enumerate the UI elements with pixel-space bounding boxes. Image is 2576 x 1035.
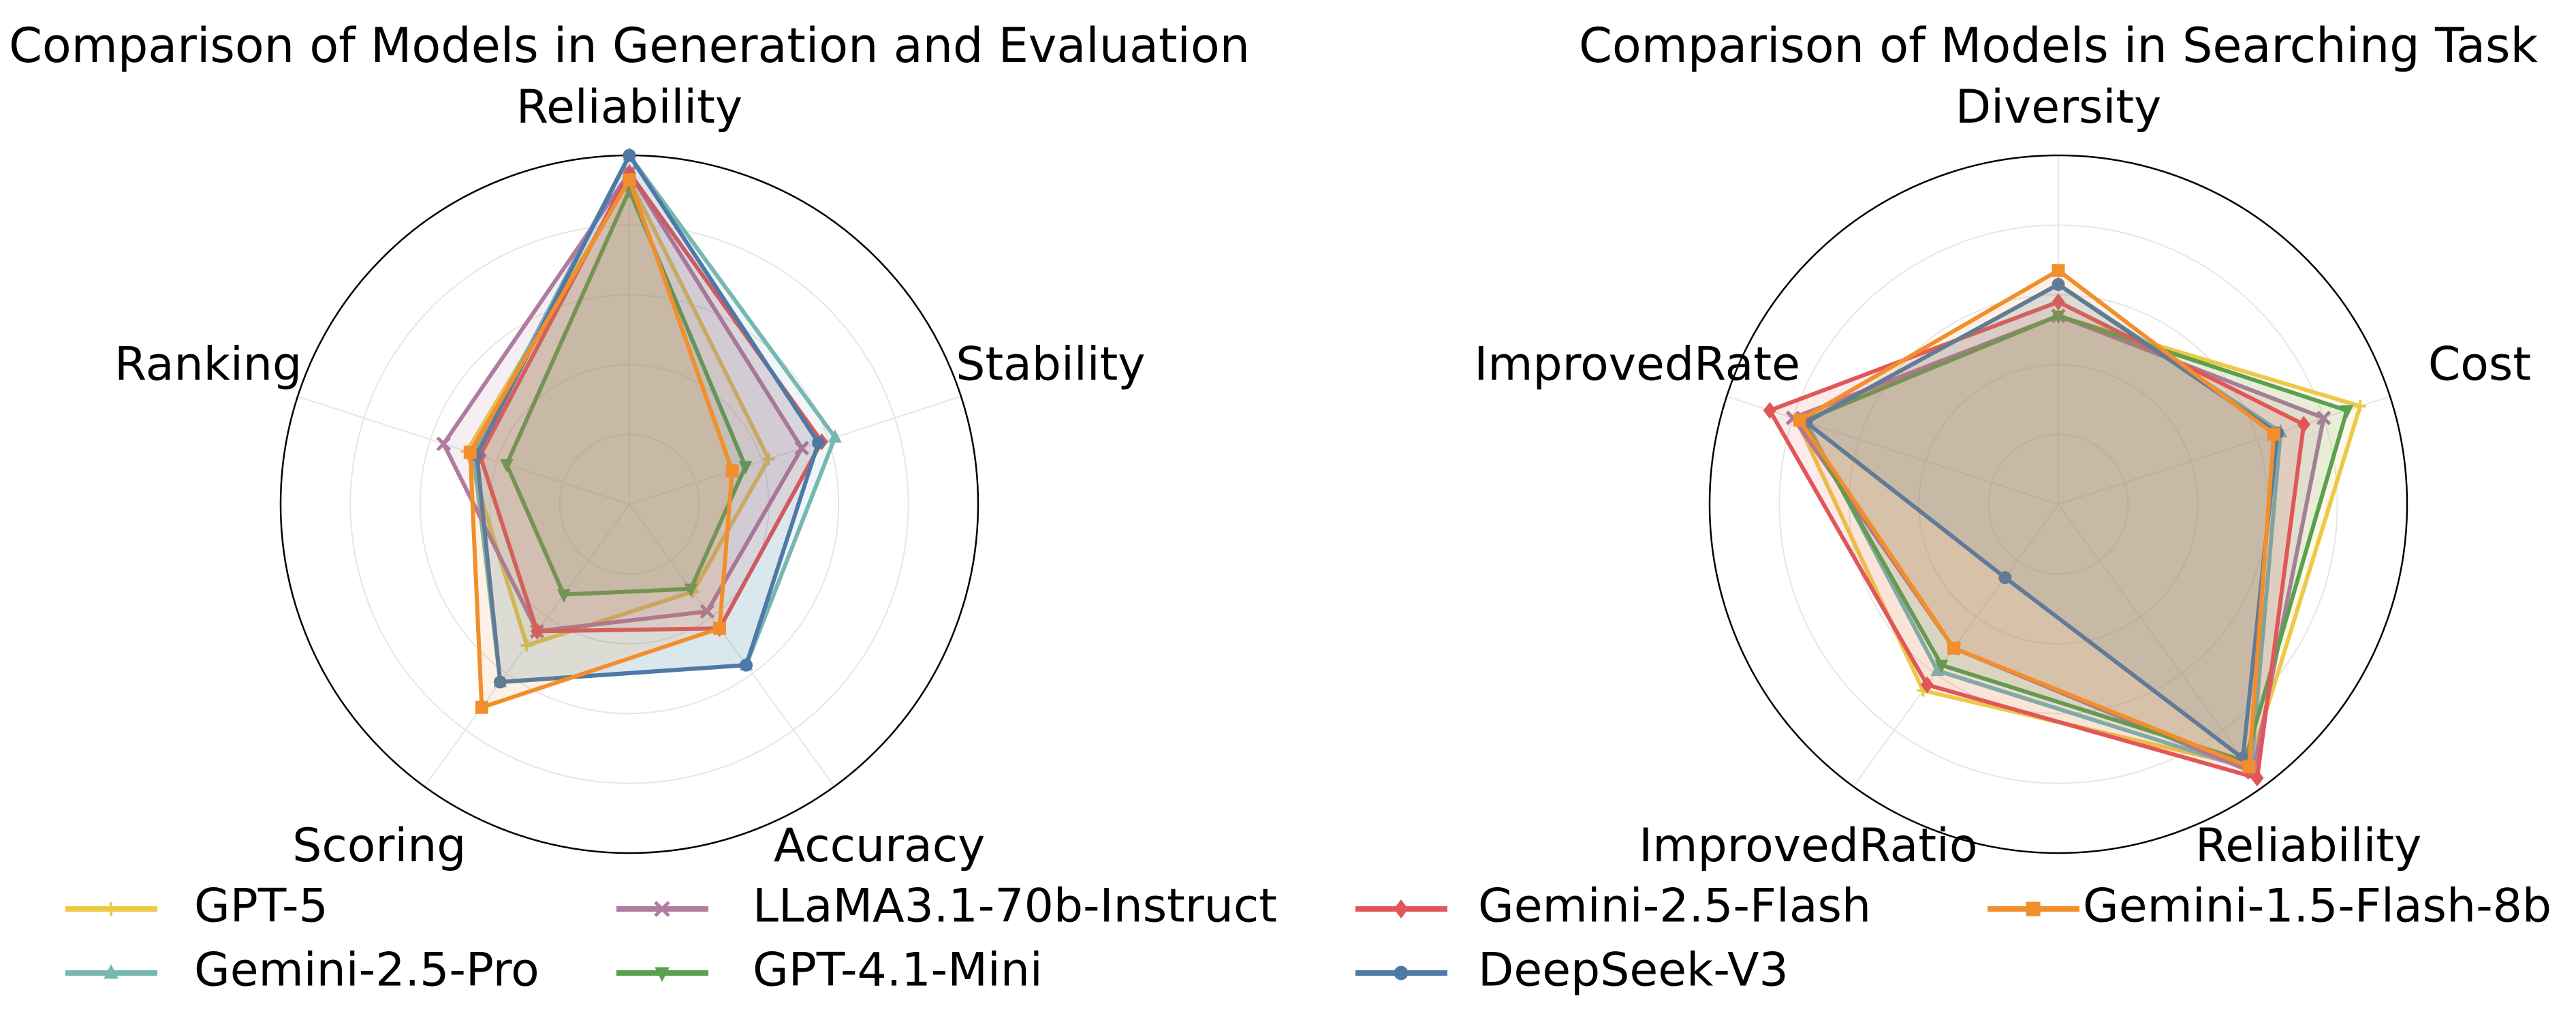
legend-marker: [655, 967, 670, 983]
data-point: [2267, 427, 2281, 441]
axis-label: Stability: [956, 338, 1145, 392]
series-area: [1801, 313, 2349, 763]
series-GPT-4.1-Mini: [1796, 310, 2354, 769]
data-point: [2052, 264, 2065, 277]
data-point: [2340, 405, 2354, 419]
axis-label: Cost: [2428, 338, 2531, 392]
axis-label: Scoring: [292, 819, 466, 873]
legend-label: LLaMA3.1-70b-Instruct: [753, 880, 1277, 933]
legend-label: Gemini-1.5-Flash-8b: [2083, 880, 2551, 933]
legend-item: DeepSeek-V3: [1355, 944, 1789, 998]
data-point: [2052, 310, 2065, 324]
legend-item: Gemini-2.5-Flash: [1355, 880, 1871, 933]
axis-label: Ranking: [114, 338, 302, 392]
legend-label: GPT-5: [194, 880, 328, 933]
data-point: [475, 700, 488, 714]
series-Gemini-2.5-Flash: [1763, 293, 2310, 787]
radar-chart-2: Diversity Cost Reliability ImprovedRatio Imp…: [1474, 80, 2531, 873]
data-point: [2052, 293, 2065, 311]
data-point: [2316, 410, 2331, 426]
legend-marker: [104, 902, 118, 916]
data-point: [738, 461, 753, 475]
legend-marker: [2026, 901, 2041, 916]
data-point: [712, 621, 726, 635]
data-point: [436, 436, 452, 452]
legend-item: Gemini-2.5-Pro: [65, 944, 539, 998]
data-point: [2297, 416, 2310, 433]
series-DeepSeek-V3: [470, 149, 826, 689]
legend-marker: [654, 901, 670, 917]
data-point: [725, 464, 739, 478]
legend-item: Gemini-1.5-Flash-8b: [1988, 880, 2551, 933]
legend-label: Gemini-2.5-Pro: [194, 944, 539, 998]
data-point: [556, 589, 571, 603]
axis-label: Accuracy: [774, 819, 985, 873]
grid-spoke: [2058, 504, 2264, 787]
data-point: [700, 604, 715, 619]
series-Gemini-1.5-Flash-8b: [463, 173, 739, 714]
data-point: [500, 459, 514, 473]
legend-label: Gemini-2.5-Flash: [1478, 880, 1871, 933]
series-area: [441, 170, 804, 634]
radar-chart-1: Reliability Stability Accuracy Scoring Ranki…: [114, 80, 1145, 873]
data-point: [794, 440, 809, 456]
legend-item: LLaMA3.1-70b-Instruct: [616, 880, 1277, 933]
data-point: [520, 639, 533, 652]
grid-spoke: [629, 395, 962, 505]
legend: GPT-5 Gemini-2.5-Pro LLaMA3.1-70b-Instruct…: [65, 880, 2551, 998]
left-chart-title: Comparison of Models in Generation and E…: [9, 18, 1250, 74]
data-point: [623, 173, 636, 187]
legend-marker: [1394, 899, 1409, 918]
data-point: [2354, 400, 2367, 413]
axis-label: Reliability: [516, 80, 742, 134]
axis-label: Reliability: [2195, 819, 2421, 873]
data-point: [1793, 414, 1806, 427]
data-point: [740, 658, 753, 672]
data-point: [828, 429, 842, 443]
legend-item: GPT-4.1-Mini: [616, 944, 1043, 998]
axis-label: ImprovedRate: [1474, 338, 1800, 392]
right-chart-title: Comparison of Models in Searching Task: [1579, 18, 2539, 74]
legend-label: DeepSeek-V3: [1478, 944, 1789, 998]
series-Gemini-1.5-Flash-8b: [1793, 264, 2281, 773]
series-area: [1797, 268, 2276, 769]
data-point: [2242, 760, 2256, 773]
legend-item: GPT-5: [65, 880, 328, 933]
series-area: [468, 177, 734, 710]
data-point: [812, 436, 826, 450]
axis-label: Diversity: [1955, 80, 2162, 134]
series-area: [504, 188, 748, 597]
data-point: [493, 675, 507, 689]
grid-spoke: [1726, 395, 2059, 505]
data-point: [684, 583, 698, 598]
data-point: [530, 622, 544, 640]
data-point: [1998, 571, 2012, 585]
data-point: [1763, 401, 1776, 419]
data-point: [1934, 660, 1949, 674]
legend-marker: [1394, 966, 1409, 980]
data-point: [623, 149, 636, 162]
series-area: [1768, 300, 2306, 780]
series-area: [475, 153, 821, 684]
series-area: [465, 177, 771, 648]
data-point: [1947, 641, 1961, 655]
grid-spoke: [2058, 395, 2391, 505]
legend-marker: [104, 963, 119, 979]
legend-label: GPT-4.1-Mini: [753, 944, 1043, 998]
data-point: [762, 452, 775, 465]
axis-label: ImprovedRatio: [1639, 819, 1977, 873]
data-point: [1920, 676, 1934, 694]
data-point: [2250, 769, 2264, 787]
outer-circle: [1708, 154, 2408, 854]
grid-spoke: [629, 504, 835, 787]
data-point: [2052, 277, 2065, 291]
data-point: [463, 446, 477, 459]
